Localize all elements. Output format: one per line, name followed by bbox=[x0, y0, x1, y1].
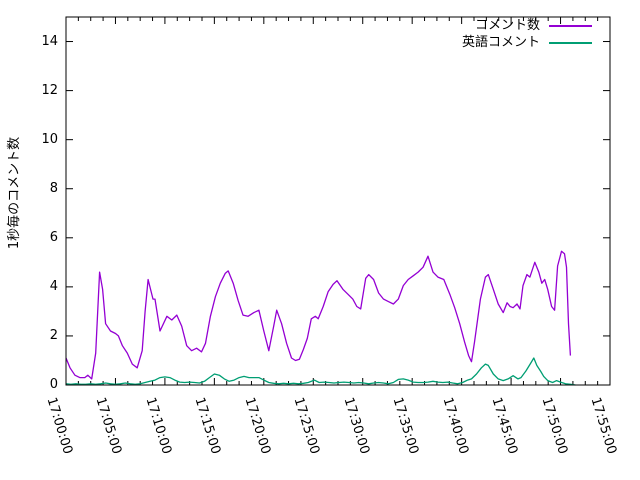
legend-line-sample-english-comments bbox=[549, 41, 592, 44]
y-tick-label: 10 bbox=[41, 131, 58, 147]
y-tick-label: 14 bbox=[41, 33, 58, 49]
legend-label-english-comments: 英語コメント bbox=[461, 34, 540, 50]
series-line-1 bbox=[65, 357, 576, 386]
legend-label-comments: コメント数 bbox=[474, 17, 540, 33]
y-tick-label: 8 bbox=[49, 180, 58, 196]
series-line-0 bbox=[65, 250, 572, 380]
plot-border bbox=[65, 16, 611, 386]
y-tick-label: 6 bbox=[49, 229, 58, 245]
legend-line-sample-comments bbox=[549, 24, 592, 27]
legend: コメント数 英語コメント bbox=[430, 17, 592, 51]
y-tick-label: 12 bbox=[41, 82, 58, 98]
legend-item-comments: コメント数 bbox=[430, 17, 592, 34]
y-tick-label: 2 bbox=[49, 327, 58, 343]
axis-ticks bbox=[65, 17, 611, 386]
y-tick-label: 4 bbox=[49, 278, 58, 294]
series-lines bbox=[65, 250, 576, 386]
y-tick-label: 0 bbox=[49, 377, 58, 392]
legend-item-english-comments: 英語コメント bbox=[430, 34, 592, 51]
